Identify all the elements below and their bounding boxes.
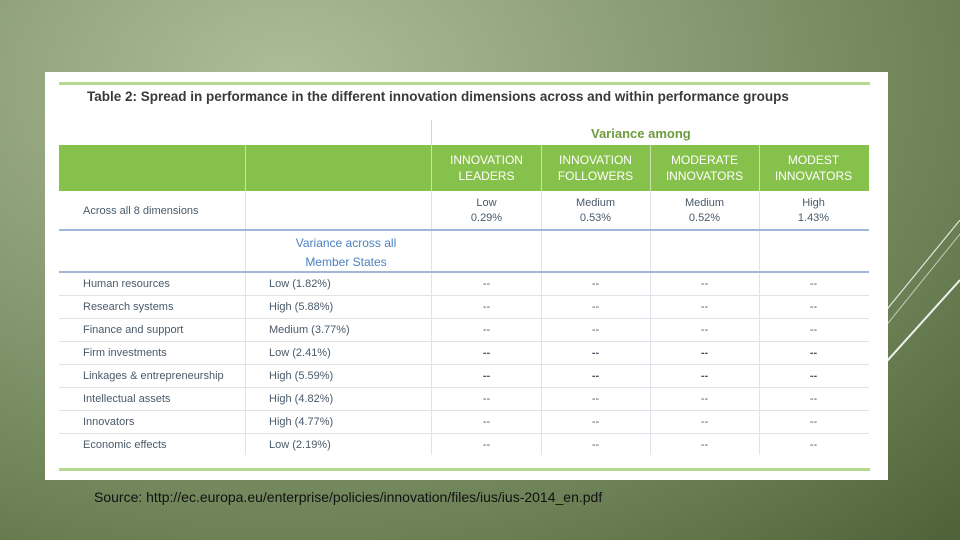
row-divider (59, 318, 869, 319)
column-divider (431, 120, 432, 146)
member-state-variance: Low (1.82%) (269, 278, 331, 290)
band-divider (431, 145, 432, 191)
group-header-innovation-followers: INNOVATION FOLLOWERS (557, 153, 634, 183)
dimension-label: Economic effects (83, 439, 167, 451)
band-divider (245, 145, 246, 191)
group-header-innovation-leaders: INNOVATION LEADERS (450, 153, 523, 183)
group-cell: -- (700, 370, 709, 382)
group-cell: -- (809, 370, 818, 382)
group-cell: -- (700, 301, 709, 313)
table-row: Research systems High (5.88%) -- -- -- -- (59, 296, 869, 319)
member-state-variance: Medium (3.77%) (269, 324, 350, 336)
member-state-variance: Low (2.19%) (269, 439, 331, 451)
group-cell: -- (591, 347, 600, 359)
row-divider (59, 410, 869, 411)
group-cell: -- (591, 301, 600, 313)
group-cell: -- (809, 324, 818, 336)
table-row: Linkages & entrepreneurship High (5.59%) -… (59, 365, 869, 388)
dimension-label: Human resources (83, 278, 170, 290)
row-divider (59, 387, 869, 388)
bottom-rule (59, 468, 870, 471)
table-row: Finance and support Medium (3.77%) -- -- -- -… (59, 319, 869, 342)
table-title: Table 2: Spread in performance in the di… (87, 89, 789, 104)
group-cell: -- (700, 393, 709, 405)
group-cell: -- (591, 416, 600, 428)
dimension-label: Research systems (83, 301, 174, 313)
group-cell: -- (482, 278, 491, 290)
section-rule (59, 229, 869, 231)
member-state-variance: High (4.77%) (269, 416, 334, 428)
group-cell: -- (700, 416, 709, 428)
group-cell: -- (591, 439, 600, 451)
group-cell: -- (809, 278, 818, 290)
table-row: Human resources Low (1.82%) -- -- -- -- (59, 273, 869, 296)
group-cell: -- (482, 347, 491, 359)
group-cell: -- (482, 416, 491, 428)
band-divider (759, 145, 760, 191)
group-cell: -- (482, 301, 491, 313)
variance-among-heading: Variance among (591, 126, 691, 141)
row-divider (59, 295, 869, 296)
group-cell: -- (809, 301, 818, 313)
dimension-label: Innovators (83, 416, 135, 428)
group-cell: -- (809, 393, 818, 405)
dimension-label: Finance and support (83, 324, 184, 336)
group-header-modest-innovators: MODEST INNOVATORS (774, 153, 853, 183)
dimension-label: Intellectual assets (83, 393, 171, 405)
group-variance-moderate: Medium 0.52% (684, 197, 725, 224)
group-cell: -- (482, 324, 491, 336)
member-state-variance: High (5.59%) (269, 370, 334, 382)
group-cell: -- (591, 370, 600, 382)
group-cell: -- (482, 370, 491, 382)
group-cell: -- (700, 324, 709, 336)
group-variance-modest: High 1.43% (797, 197, 830, 224)
group-cell: -- (700, 278, 709, 290)
member-state-variance: High (5.88%) (269, 301, 334, 313)
group-cell: -- (482, 393, 491, 405)
group-cell: -- (591, 278, 600, 290)
table-row: Economic effects Low (2.19%) -- -- -- -- (59, 434, 869, 457)
column-divider (759, 191, 760, 455)
group-cell: -- (809, 347, 818, 359)
variance-member-states-heading: Variance across all Member States (295, 236, 397, 269)
group-cell: -- (591, 324, 600, 336)
band-divider (541, 145, 542, 191)
group-variance-leaders: Low 0.29% (470, 197, 503, 224)
table-row: Intellectual assets High (4.82%) -- -- -- -- (59, 388, 869, 411)
across-dimensions-label: Across all 8 dimensions (83, 205, 199, 217)
group-variance-followers: Medium 0.53% (575, 197, 616, 224)
column-divider (245, 191, 246, 455)
group-cell: -- (482, 439, 491, 451)
source-caption: Source: http://ec.europa.eu/enterprise/p… (94, 489, 603, 505)
column-divider (650, 191, 651, 455)
group-cell: -- (700, 439, 709, 451)
table-row: Firm investments Low (2.41%) -- -- -- -- (59, 342, 869, 365)
dimension-label: Linkages & entrepreneurship (83, 370, 224, 382)
row-divider (59, 341, 869, 342)
group-header-band: INNOVATION LEADERS INNOVATION FOLLOWERS MO… (59, 145, 869, 191)
column-divider (431, 191, 432, 455)
group-cell: -- (700, 347, 709, 359)
row-divider (59, 433, 869, 434)
member-state-variance: Low (2.41%) (269, 347, 331, 359)
row-divider (59, 364, 869, 365)
member-state-variance: High (4.82%) (269, 393, 334, 405)
top-rule (59, 82, 870, 85)
group-cell: -- (809, 439, 818, 451)
table-image: Table 2: Spread in performance in the di… (45, 72, 888, 480)
group-cell: -- (591, 393, 600, 405)
dimension-label: Firm investments (83, 347, 167, 359)
group-header-moderate-innovators: MODERATE INNOVATORS (665, 153, 744, 183)
group-cell: -- (809, 416, 818, 428)
band-divider (650, 145, 651, 191)
column-divider (541, 191, 542, 455)
section-rule (59, 271, 869, 273)
table-row: Innovators High (4.77%) -- -- -- -- (59, 411, 869, 434)
